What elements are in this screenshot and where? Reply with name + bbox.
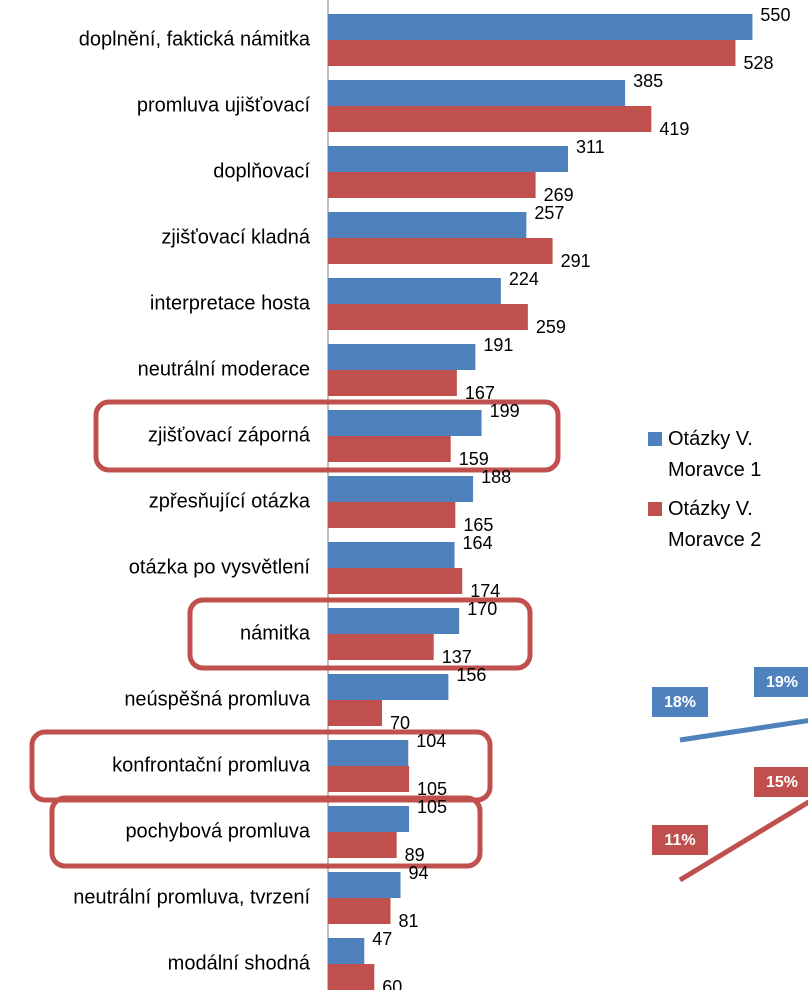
value-label: 419	[659, 119, 689, 139]
category-label: zjišťovací kladná	[161, 226, 311, 248]
label-box	[652, 687, 708, 717]
value-label: 188	[481, 467, 511, 487]
bar	[328, 14, 753, 40]
label-box	[754, 667, 808, 697]
bar	[328, 608, 460, 634]
legend-label: Otázky V. Moravce 1	[668, 428, 762, 481]
bar	[328, 740, 409, 766]
line	[679, 718, 808, 743]
category-label: doplňovací	[213, 160, 310, 182]
bar	[328, 80, 626, 106]
value-label: 159	[459, 449, 489, 469]
category-label: konfrontační promluva	[112, 754, 311, 776]
value-label: 81	[399, 911, 419, 931]
bar	[328, 766, 410, 792]
bar	[328, 146, 568, 172]
category-label: zpřesňující otázka	[149, 490, 311, 512]
value-label: 11%	[664, 832, 695, 849]
category-label: námitka	[240, 622, 311, 644]
bar	[328, 542, 455, 568]
bar	[328, 212, 527, 238]
value-label: 165	[463, 515, 493, 535]
value-label: 104	[416, 731, 446, 751]
value-label: 15%	[766, 774, 798, 791]
bar	[328, 304, 528, 330]
value-label: 105	[417, 797, 447, 817]
value-label: 47	[372, 929, 392, 949]
bar	[328, 832, 397, 858]
category-label: interpretace hosta	[150, 292, 311, 314]
value-label: 291	[561, 251, 591, 271]
bar	[328, 634, 434, 660]
bar	[328, 370, 457, 396]
value-label: 94	[409, 863, 429, 883]
value-label: 105	[417, 779, 447, 799]
bar	[328, 964, 375, 990]
value-label: 269	[544, 185, 574, 205]
highlight-box	[187, 597, 533, 671]
highlight-box	[49, 795, 483, 869]
value-label: 60	[382, 977, 402, 990]
bar	[328, 476, 474, 502]
value-label: 257	[534, 203, 564, 223]
bar	[328, 872, 401, 898]
value-label: 89	[405, 845, 425, 865]
bar	[328, 238, 553, 264]
value-label: 167	[465, 383, 495, 403]
bar	[328, 40, 736, 66]
line	[678, 799, 808, 883]
value-label: 199	[490, 401, 520, 421]
bar	[328, 898, 391, 924]
value-label: 70	[390, 713, 410, 733]
legend-swatch	[648, 502, 662, 516]
bar	[328, 278, 501, 304]
bar	[328, 436, 451, 462]
value-label: 259	[536, 317, 566, 337]
category-label: promluva ujišťovací	[137, 94, 311, 116]
bar	[328, 674, 449, 700]
value-label: 170	[467, 599, 497, 619]
bar	[328, 806, 410, 832]
category-label: modální shodná	[168, 952, 311, 974]
category-label: doplnění, faktická námitka	[79, 28, 311, 50]
value-label: 550	[760, 5, 790, 25]
value-label: 311	[576, 137, 605, 157]
highlights	[29, 399, 561, 869]
bar	[328, 172, 536, 198]
bar	[328, 344, 476, 370]
label-box	[652, 825, 708, 855]
category-label: neutrální moderace	[138, 358, 310, 380]
category-label: otázka po vysvětlení	[129, 556, 311, 578]
legend-label: Otázky V. Moravce 2	[668, 498, 762, 551]
value-label: 18%	[664, 694, 696, 711]
value-label: 19%	[766, 674, 798, 691]
bar	[328, 568, 463, 594]
bar	[328, 502, 456, 528]
category-label: neutrální promluva, tvrzení	[73, 886, 310, 908]
bar	[328, 700, 383, 726]
value-label: 528	[743, 53, 773, 73]
value-label: 156	[456, 665, 486, 685]
bar	[328, 106, 652, 132]
value-label: 191	[483, 335, 513, 355]
category-label: pochybová promluva	[125, 820, 310, 842]
legend-entry: Otázky V. Moravce 2	[648, 494, 778, 556]
value-label: 174	[470, 581, 500, 601]
label-box	[754, 767, 808, 797]
value-label: 164	[463, 533, 493, 553]
legend-swatch	[648, 432, 662, 446]
category-label: neúspěšná promluva	[124, 688, 311, 710]
value-label: 385	[633, 71, 663, 91]
category-label: zjišťovací záporná	[148, 424, 311, 446]
value-label: 137	[442, 647, 472, 667]
highlight-box	[93, 399, 561, 473]
bar	[328, 938, 365, 964]
bar	[328, 410, 482, 436]
legend-entry: Otázky V. Moravce 1	[648, 424, 778, 486]
value-label: 224	[509, 269, 539, 289]
